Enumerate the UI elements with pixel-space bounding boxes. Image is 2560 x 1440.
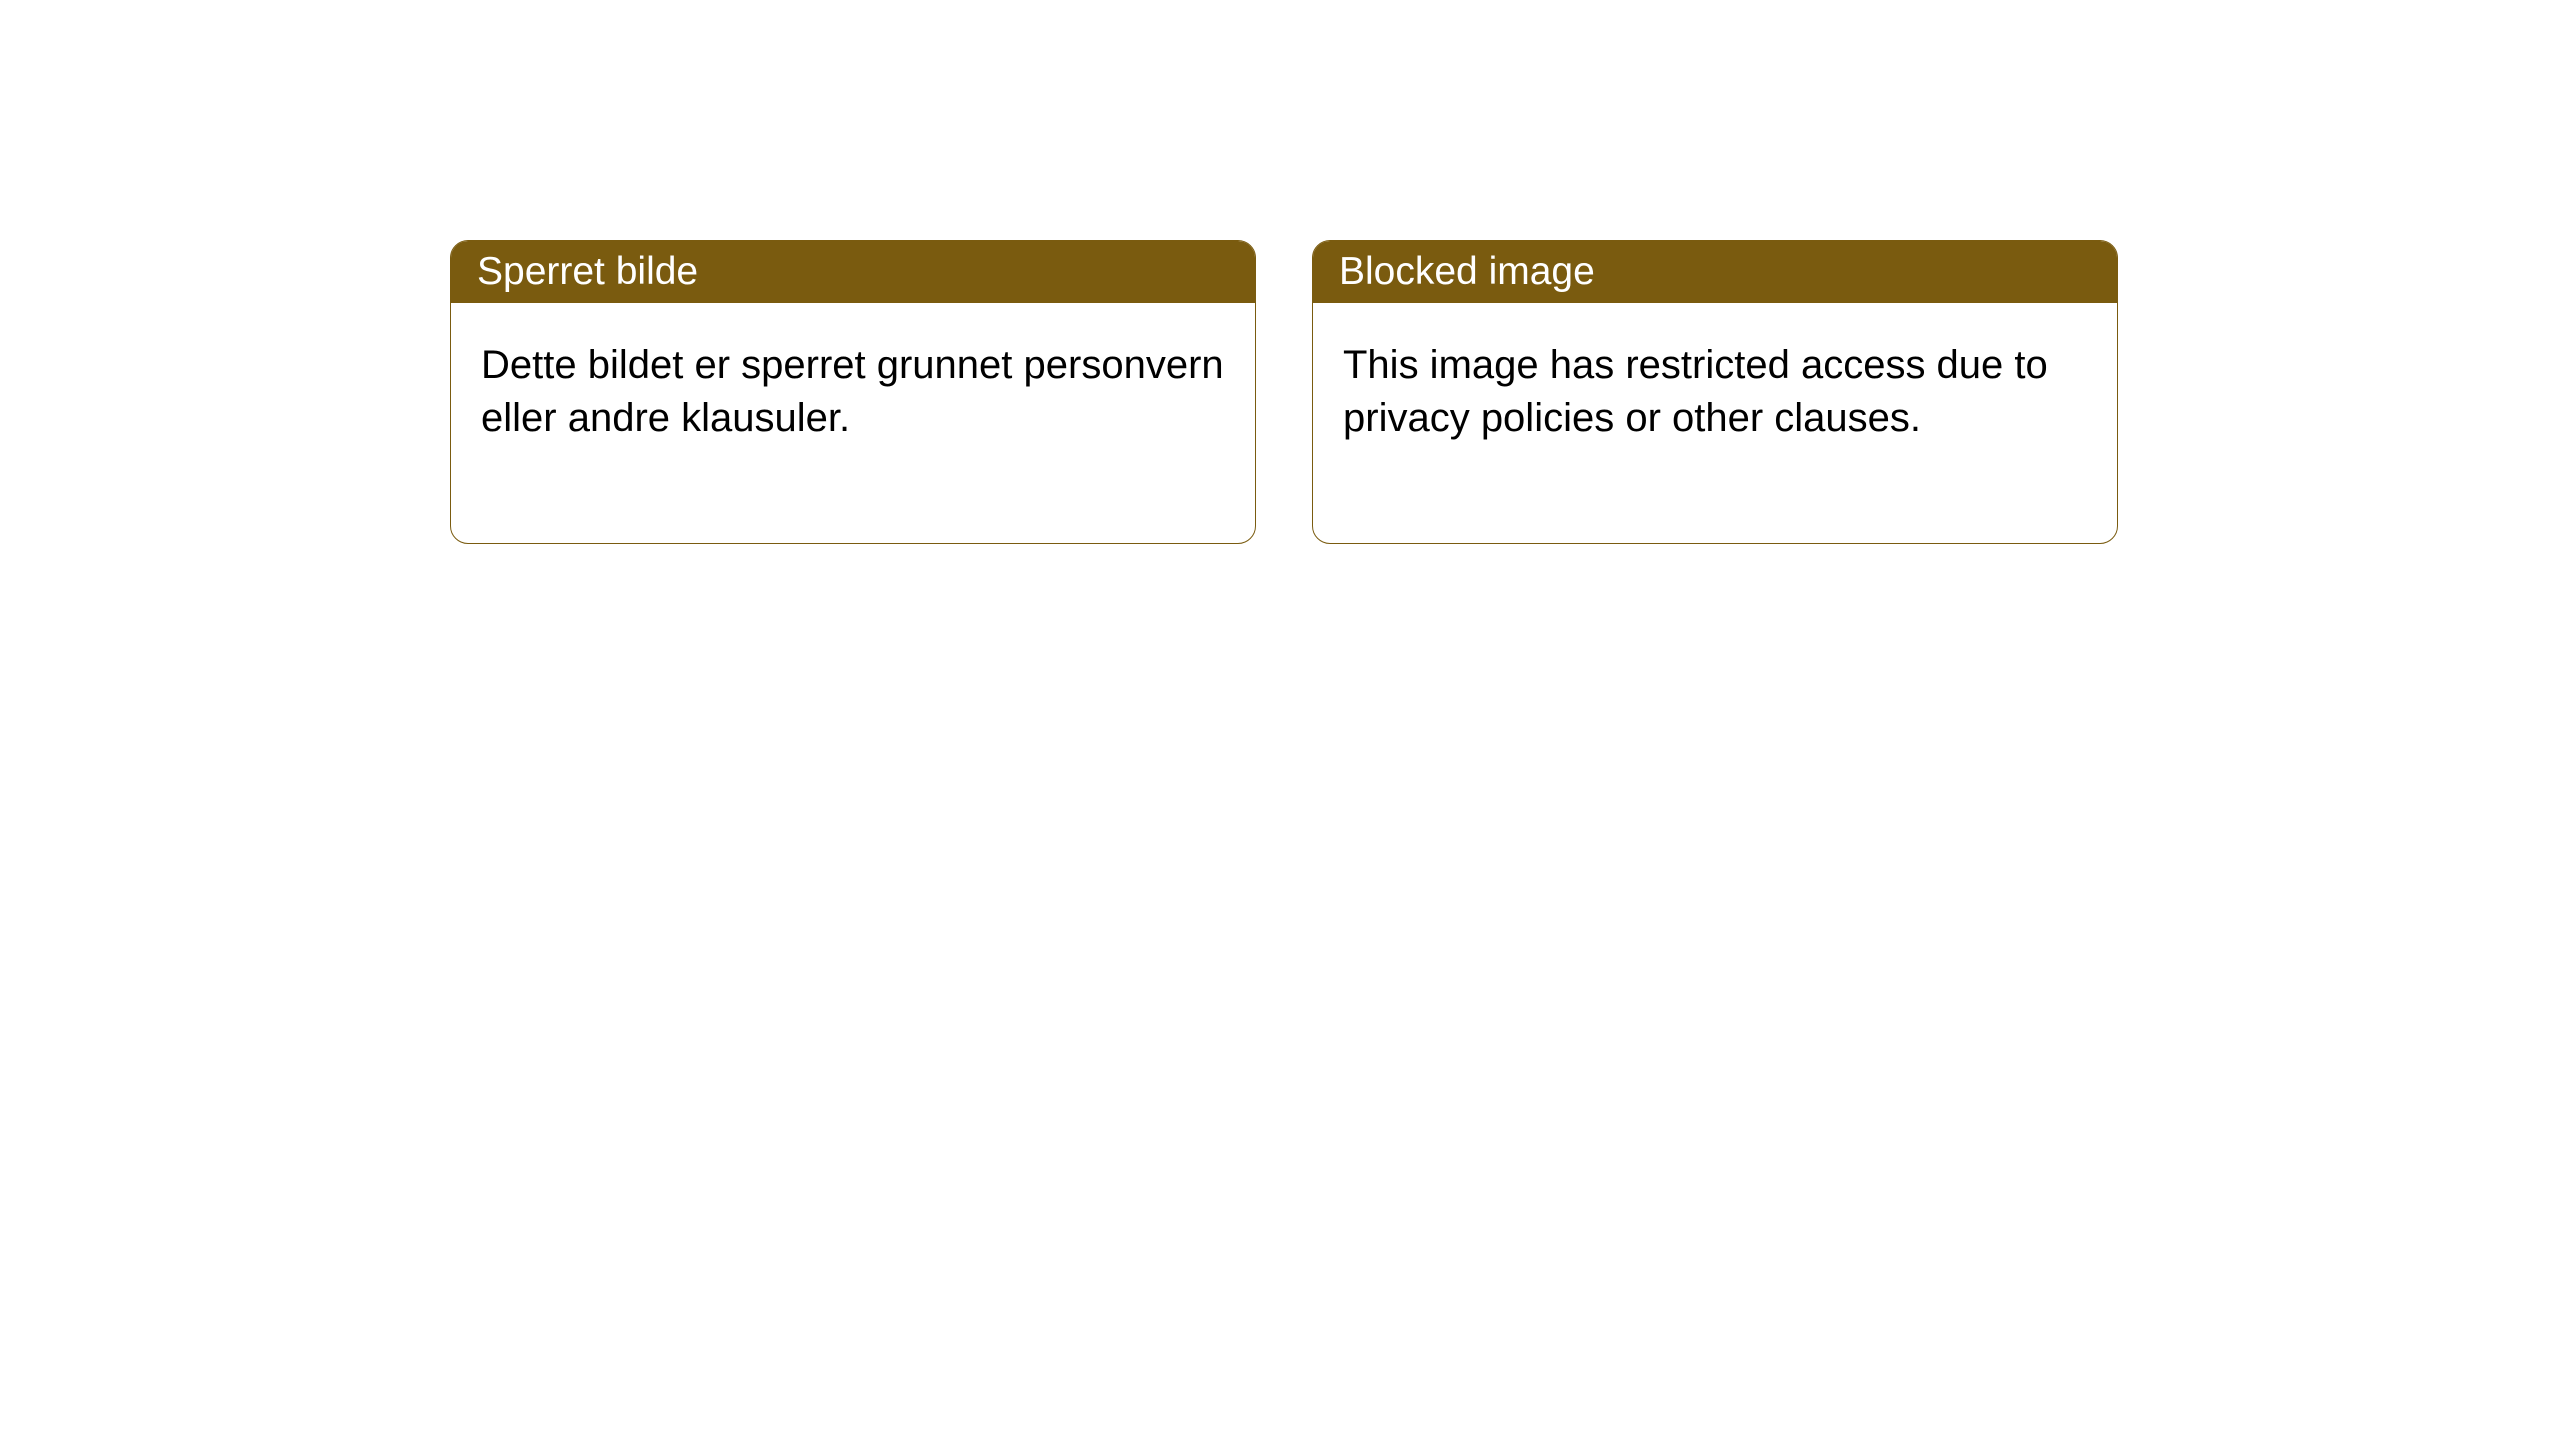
card-body-no: Dette bildet er sperret grunnet personve… xyxy=(451,303,1255,543)
blocked-image-card-no: Sperret bilde Dette bildet er sperret gr… xyxy=(450,240,1256,544)
card-body-en: This image has restricted access due to … xyxy=(1313,303,2117,543)
blocked-image-cards: Sperret bilde Dette bildet er sperret gr… xyxy=(450,240,2118,544)
card-title-en: Blocked image xyxy=(1313,241,2117,303)
card-title-no: Sperret bilde xyxy=(451,241,1255,303)
blocked-image-card-en: Blocked image This image has restricted … xyxy=(1312,240,2118,544)
